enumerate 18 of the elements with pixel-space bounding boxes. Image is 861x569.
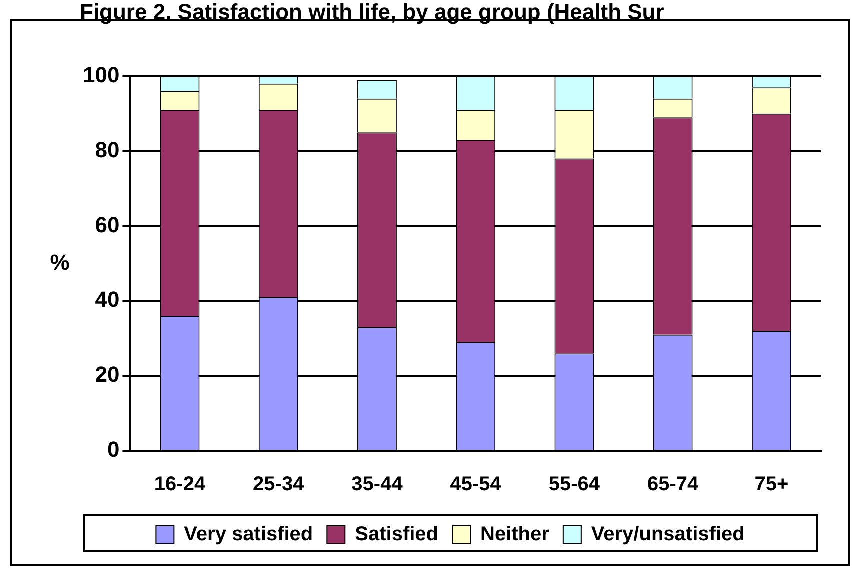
legend-label: Very satisfied [184, 524, 314, 546]
y-tick-label: 100 [82, 62, 120, 88]
x-tick-label: 16-24 [154, 474, 206, 496]
y-tick-label: 20 [95, 362, 120, 388]
x-tick-label: 55-64 [548, 474, 601, 496]
y-tick-label: 80 [95, 137, 120, 162]
x-tick-label: 35-44 [352, 474, 404, 496]
legend-label: Satisfied [355, 524, 439, 546]
y-axis-title: % [50, 250, 70, 275]
x-tick-label: 45-54 [450, 474, 502, 496]
x-tick-label: 25-34 [253, 474, 306, 496]
y-tick-label: 60 [95, 212, 120, 238]
y-tick-label: 40 [95, 287, 120, 312]
legend-label: Neither [480, 524, 550, 546]
y-tick-label: 0 [107, 437, 120, 462]
legend-label: Very/unsatisfied [591, 524, 745, 546]
x-tick-label: 75+ [754, 474, 789, 496]
x-tick-label: 65-74 [648, 474, 700, 496]
